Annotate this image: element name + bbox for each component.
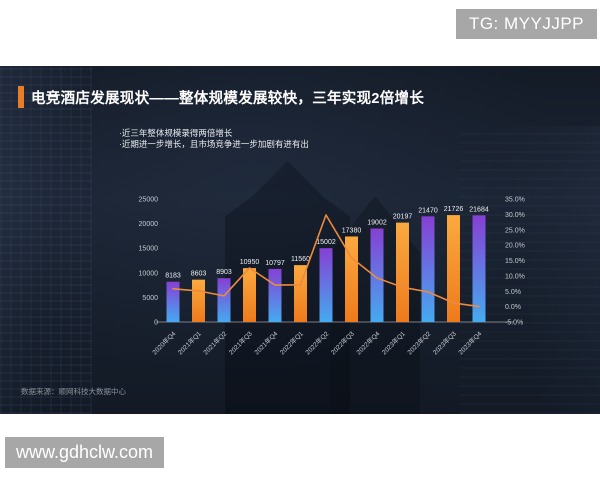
bar [294, 265, 307, 322]
x-axis-label: 2022年Q2 [303, 329, 331, 357]
watermark-top-text: TG: MYYJJPP [468, 14, 585, 33]
growth-line [172, 214, 480, 308]
x-axis-label: 2021年Q2 [201, 329, 229, 357]
bullet-list: ·近三年整体规模录得两倍增长 ·近期进一步增长，且市场竞争进一步加剧有进有出 [119, 128, 309, 149]
bar-value-label: 20197 [393, 214, 413, 221]
y-axis-tick-left: 0 [154, 320, 158, 327]
watermark-bottom-text: www.gdhclw.com [15, 442, 154, 462]
y-axis-tick-right: 5.0% [505, 289, 521, 296]
x-axis-label: 2022年Q1 [278, 329, 306, 357]
y-axis-tick-left: 10000 [139, 270, 159, 277]
bar-value-label: 15002 [316, 239, 336, 246]
bar-value-label: 10950 [240, 259, 260, 266]
x-axis-label: 2023年Q4 [456, 329, 484, 357]
y-axis-tick-right: -5.0% [505, 320, 523, 327]
y-axis-tick-right: 15.0% [505, 258, 525, 265]
bar [396, 222, 409, 322]
slide-title: 电竞酒店发展现状——整体规模发展较快，三年实现2倍增长 [31, 90, 425, 107]
y-axis-tick-right: 35.0% [505, 197, 525, 204]
bar [268, 268, 282, 322]
bar [345, 236, 358, 322]
bar-value-label: 17380 [342, 227, 362, 234]
bar-value-label: 10797 [265, 260, 285, 267]
y-axis-tick-right: 30.0% [505, 212, 525, 219]
bar [166, 281, 180, 322]
slide-title-row: 电竞酒店发展现状——整体规模发展较快，三年实现2倍增长 [18, 86, 424, 108]
x-axis-label: 2022年Q3 [329, 329, 357, 357]
x-axis-label: 2023年Q2 [405, 329, 433, 357]
data-source-note: 数据来源：顺网科技大数据中心 [21, 387, 126, 396]
y-axis-tick-left: 20000 [139, 221, 159, 228]
x-axis-label: 2022年Q4 [354, 329, 382, 357]
bar [319, 248, 333, 322]
bar [192, 279, 205, 322]
bar-value-label: 8183 [165, 273, 181, 280]
bar-value-label: 21726 [444, 206, 464, 213]
y-axis-tick-right: 20.0% [505, 243, 525, 250]
y-axis-tick-right: 0.0% [505, 304, 521, 311]
bar-value-label: 8603 [191, 271, 207, 278]
x-axis-label: 2020年Q4 [150, 329, 178, 357]
bar-value-label: 11560 [291, 256, 310, 263]
y-axis-tick-left: 25000 [139, 197, 159, 204]
watermark-top: TG: MYYJJPP [456, 9, 597, 39]
bar [472, 215, 486, 322]
x-axis-label: 2021年Q3 [227, 329, 255, 357]
bar-value-label: 21470 [418, 207, 438, 214]
background-vignette [0, 66, 600, 414]
bar-value-label: 21684 [469, 206, 489, 213]
bullet-item-2: ·近期进一步增长，且市场竞争进一步加剧有进有出 [119, 138, 309, 149]
x-axis-label: 2023年Q3 [431, 329, 459, 357]
x-axis-label: 2023年Q1 [380, 329, 408, 357]
y-axis-tick-right: 25.0% [505, 227, 525, 234]
watermark-bottom: www.gdhclw.com [5, 437, 164, 468]
x-axis-label: 2021年Q1 [176, 329, 204, 357]
background-building-left [0, 66, 92, 414]
combo-chart: 0 5000 10000 15000 20000 25000 -5.0% 0.0% 5.0% 10… [139, 197, 525, 357]
slide: 电竞酒店发展现状——整体规模发展较快，三年实现2倍增长 ·近三年整体规模录得两倍… [0, 66, 600, 414]
bar [243, 268, 256, 322]
bar-value-label: 8903 [216, 269, 232, 276]
y-axis-tick-left: 5000 [142, 295, 158, 302]
y-axis-tick-left: 15000 [139, 246, 159, 253]
x-axis-label: 2021年Q4 [252, 329, 280, 357]
bar [447, 215, 460, 322]
bar [421, 216, 435, 322]
y-axis-tick-right: 10.0% [505, 273, 525, 280]
bullet-item-1: ·近三年整体规模录得两倍增长 [119, 128, 233, 138]
title-accent-bar [18, 86, 24, 108]
bar [217, 278, 231, 322]
bar-value-label: 19002 [367, 220, 387, 227]
bar [370, 228, 384, 322]
